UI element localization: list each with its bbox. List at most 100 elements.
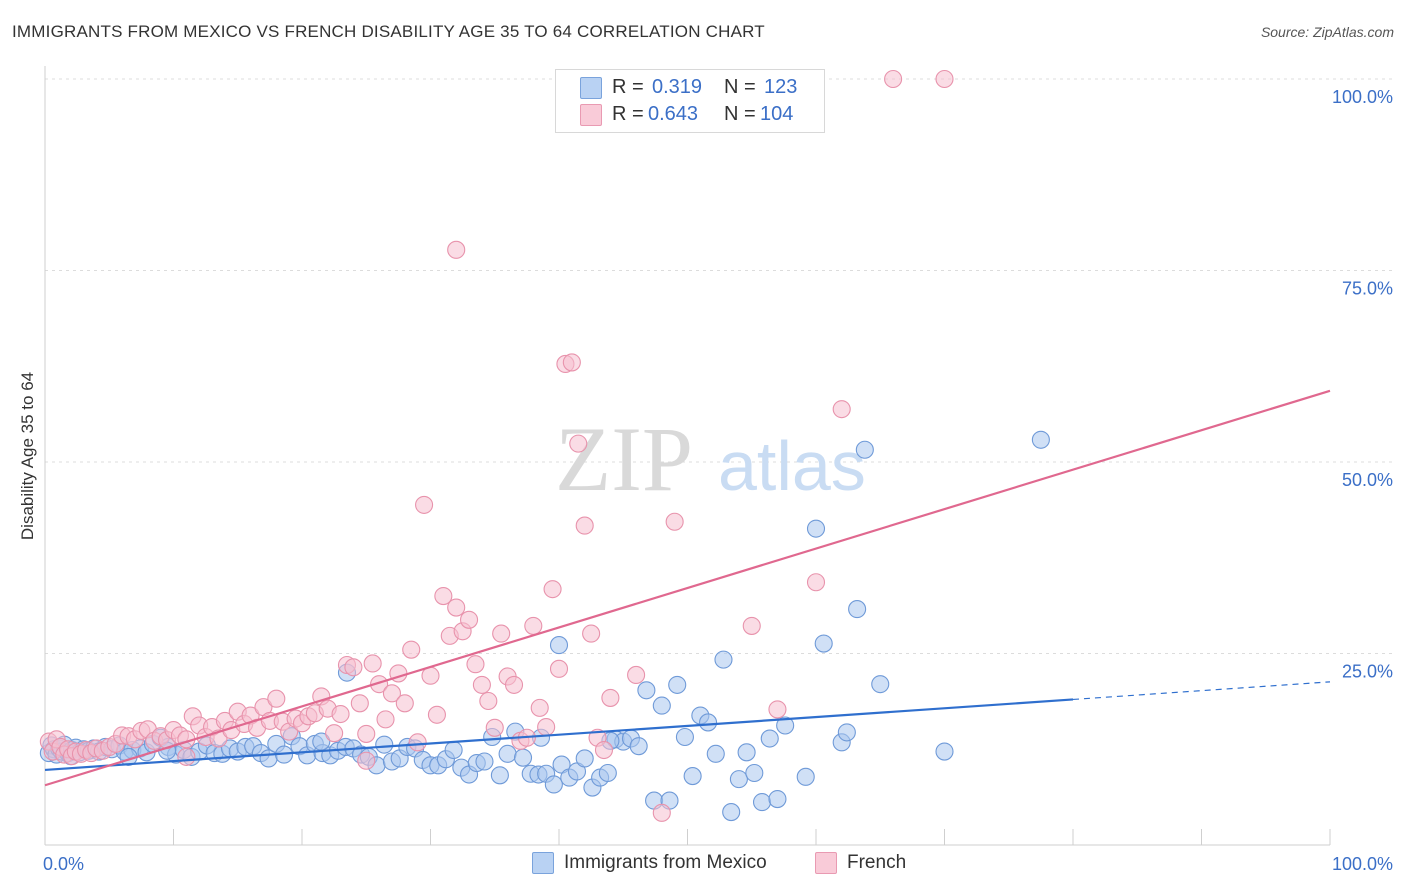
tick-labels: 25.0% 50.0% 75.0% 100.0% 0.0% 100.0%: [43, 87, 1393, 874]
point-french: [601, 688, 620, 707]
point-immigrants-from-mexico: [668, 675, 687, 694]
point-french: [569, 434, 588, 453]
point-immigrants-from-mexico: [490, 766, 509, 785]
point-immigrants-from-mexico: [706, 744, 725, 763]
point-immigrants-from-mexico: [814, 634, 833, 653]
grid-lines: [45, 78, 1392, 654]
point-french: [935, 69, 954, 89]
x-tick-label: 0.0%: [43, 854, 84, 874]
point-immigrants-from-mexico: [796, 767, 815, 786]
point-immigrants-from-mexico: [598, 763, 617, 783]
y-axis-label: Disability Age 35 to 64: [18, 372, 37, 540]
point-french: [447, 240, 466, 259]
legend-r-label: R =: [612, 75, 644, 98]
point-immigrants-from-mexico: [475, 752, 494, 771]
point-immigrants-from-mexico: [776, 716, 795, 735]
chart-title: IMMIGRANTS FROM MEXICO VS FRENCH DISABIL…: [12, 22, 765, 41]
point-immigrants-from-mexico: [544, 775, 563, 794]
point-immigrants-from-mexico: [575, 749, 594, 768]
legend-r-value: 0.643: [648, 102, 699, 125]
point-french: [562, 353, 581, 372]
legend-swatch-pink: [580, 104, 602, 126]
watermark-atlas: atlas: [718, 427, 866, 505]
legend-swatch-blue: [532, 852, 554, 874]
point-french: [447, 598, 466, 617]
legend-label: Immigrants from Mexico: [564, 852, 767, 873]
point-immigrants-from-mexico: [722, 803, 741, 822]
point-immigrants-from-mexico: [714, 650, 733, 669]
point-french: [884, 69, 903, 89]
point-french: [408, 733, 427, 752]
point-immigrants-from-mexico: [683, 767, 702, 786]
point-french: [575, 516, 594, 535]
x-tick-label: 100.0%: [1332, 854, 1393, 874]
point-french: [357, 751, 376, 770]
point-french: [594, 740, 614, 760]
point-french: [543, 580, 562, 599]
point-immigrants-from-mexico: [699, 713, 718, 732]
point-french: [357, 724, 376, 743]
point-french: [665, 512, 684, 531]
point-french: [652, 803, 671, 822]
point-french: [350, 694, 369, 713]
y-tick-label: 75.0%: [1342, 279, 1393, 299]
source-label: Source: ZipAtlas.com: [1260, 24, 1394, 40]
legend-r-label: R =: [612, 102, 644, 125]
point-immigrants-from-mexico: [549, 636, 569, 655]
point-french: [395, 694, 414, 713]
point-french: [415, 495, 434, 514]
point-immigrants-from-mexico: [837, 723, 856, 742]
y-tick-label: 50.0%: [1342, 470, 1393, 490]
legend-n-label: N =: [724, 102, 756, 125]
legend-label: French: [847, 852, 907, 873]
point-immigrants-from-mexico: [444, 740, 463, 760]
stats-legend: R = 0.319 N = 123 R = 0.643 N = 104: [555, 69, 825, 133]
point-french: [344, 658, 363, 677]
point-french: [549, 659, 569, 678]
point-french: [363, 654, 382, 673]
point-french: [806, 573, 826, 592]
point-immigrants-from-mexico: [637, 681, 656, 700]
point-immigrants-from-mexico: [1031, 430, 1050, 449]
point-french: [530, 698, 549, 717]
point-french: [832, 400, 851, 419]
legend-swatch-pink: [815, 852, 837, 874]
point-immigrants-from-mexico: [855, 440, 874, 459]
point-immigrants-from-mexico: [871, 675, 890, 694]
point-french: [582, 624, 601, 643]
y-tick-label: 25.0%: [1342, 662, 1393, 682]
point-french: [267, 689, 286, 708]
point-french: [537, 717, 556, 737]
point-french: [492, 624, 511, 643]
point-immigrants-from-mexico: [935, 742, 954, 761]
point-immigrants-from-mexico: [675, 727, 694, 747]
axes: [44, 66, 1331, 846]
point-french: [331, 704, 350, 724]
legend-n-value: 123: [764, 75, 798, 98]
trend-line-extension: [1072, 681, 1331, 701]
point-immigrants-from-mexico: [629, 737, 648, 756]
legend-n-value: 104: [760, 102, 794, 125]
point-french: [768, 700, 787, 719]
point-french: [485, 718, 504, 737]
point-immigrants-from-mexico: [513, 748, 533, 767]
point-french: [524, 616, 543, 635]
watermark: ZIP atlas: [555, 408, 866, 510]
y-tick-label: 100.0%: [1332, 87, 1393, 107]
point-immigrants-from-mexico: [737, 743, 756, 762]
point-french: [325, 724, 344, 743]
point-french: [427, 705, 446, 724]
point-immigrants-from-mexico: [752, 793, 772, 812]
point-immigrants-from-mexico: [745, 763, 764, 783]
legend-n-label: N =: [724, 75, 756, 98]
point-immigrants-from-mexico: [729, 770, 748, 789]
point-immigrants-from-mexico: [848, 600, 867, 619]
point-immigrants-from-mexico: [498, 744, 517, 763]
legend-r-value: 0.319: [652, 75, 703, 98]
trend-lines: [44, 389, 1331, 787]
legend-swatch-blue: [580, 77, 602, 99]
legend-item-french: French: [815, 852, 906, 874]
point-french: [370, 675, 389, 694]
point-french: [459, 610, 479, 629]
trend-line-immigrants-from-mexico: [44, 698, 1074, 772]
